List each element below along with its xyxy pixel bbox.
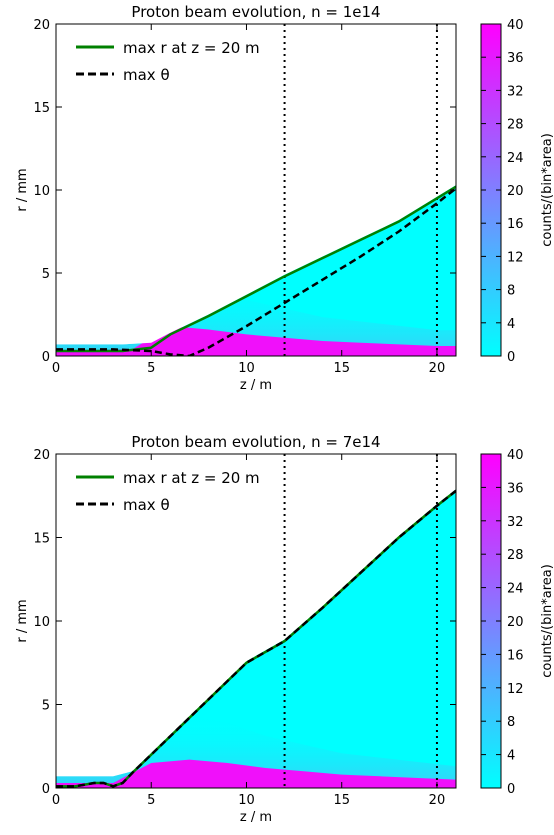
colorbar-tick-label: 32 <box>507 84 524 99</box>
legend-label-max-theta: max θ <box>123 496 170 514</box>
colorbar-tick-label: 20 <box>507 615 524 630</box>
x-tick-label: 20 <box>429 793 446 808</box>
colorbar-tick-label: 16 <box>507 648 524 663</box>
legend: max r at z = 20 m max θ <box>76 469 260 514</box>
colorbar-tick-label: 28 <box>507 118 524 133</box>
y-tick-label: 0 <box>42 350 50 365</box>
x-tick-label: 5 <box>147 793 155 808</box>
x-tick-label: 20 <box>429 361 446 376</box>
colorbar-tick-label: 8 <box>507 715 515 730</box>
y-tick-label: 10 <box>33 184 50 199</box>
x-tick-label: 5 <box>147 361 155 376</box>
colorbar-tick-label: 28 <box>507 548 524 563</box>
beam-core <box>56 759 456 788</box>
colorbar-tick-label: 36 <box>507 51 524 66</box>
chart-panel-1: 0 5 10 15 20 0 5 10 15 20 Proton beam evolution, n… <box>15 3 554 393</box>
series-line-max-r <box>56 185 456 353</box>
x-tick-label: 10 <box>238 793 255 808</box>
chart-title: Proton beam evolution, n = 7e14 <box>131 433 380 451</box>
chart-panel-2: 0 5 10 15 20 0 5 10 15 20 Proton beam evolution, n… <box>15 433 554 825</box>
colorbar-tick-label: 32 <box>507 515 524 530</box>
legend-label-max-r: max r at z = 20 m <box>123 39 260 57</box>
colorbar-tick-label: 20 <box>507 184 524 199</box>
series-line-max-theta <box>56 489 456 788</box>
legend-label-max-r: max r at z = 20 m <box>123 469 260 487</box>
plot-area <box>56 454 456 788</box>
colorbar-tick-label: 8 <box>507 284 515 299</box>
colorbar-label: counts/(bin*area) <box>540 133 554 247</box>
colorbar-tick-label: 12 <box>507 250 524 265</box>
background-mask <box>56 24 456 345</box>
colorbar-tick-label: 4 <box>507 749 515 764</box>
beam-core <box>56 326 456 356</box>
y-axis-label: r / mm <box>15 168 30 211</box>
x-tick-label: 10 <box>238 361 255 376</box>
series-line-max-theta <box>56 187 456 356</box>
colorbar-tick-label: 24 <box>507 582 524 597</box>
colorbar-tick-label: 40 <box>507 18 524 33</box>
colorbar-tick-label: 0 <box>507 350 515 365</box>
y-tick-label: 5 <box>42 267 50 282</box>
beam-envelope <box>56 185 456 356</box>
legend: max r at z = 20 m max θ <box>76 39 260 84</box>
y-tick-label: 15 <box>33 532 50 547</box>
y-tick-label: 0 <box>42 782 50 797</box>
legend-label-max-theta: max θ <box>123 66 170 84</box>
y-tick-label: 20 <box>33 18 50 33</box>
x-tick-label: 0 <box>52 793 60 808</box>
y-tick-label: 10 <box>33 615 50 630</box>
x-axis-label: z / m <box>240 810 272 825</box>
plot-area <box>56 24 456 356</box>
x-tick-label: 0 <box>52 361 60 376</box>
colorbar-tick-label: 24 <box>507 151 524 166</box>
colorbar-tick-label: 12 <box>507 682 524 697</box>
colorbar-label: counts/(bin*area) <box>540 564 554 678</box>
y-tick-label: 15 <box>33 101 50 116</box>
colorbar-tick-label: 36 <box>507 481 524 496</box>
beam-envelope <box>56 489 456 788</box>
colorbar-tick-label: 0 <box>507 782 515 797</box>
colorbar-tick-label: 40 <box>507 448 524 463</box>
background-mask <box>56 454 456 777</box>
chart-title: Proton beam evolution, n = 1e14 <box>131 3 380 21</box>
y-tick-label: 5 <box>42 699 50 714</box>
y-axis-label: r / mm <box>15 599 30 642</box>
y-tick-label: 20 <box>33 448 50 463</box>
colorbar-tick-label: 16 <box>507 217 524 232</box>
colorbar-tick-label: 4 <box>507 317 515 332</box>
x-axis-label: z / m <box>240 378 272 393</box>
x-tick-label: 15 <box>333 361 350 376</box>
x-tick-label: 15 <box>333 793 350 808</box>
